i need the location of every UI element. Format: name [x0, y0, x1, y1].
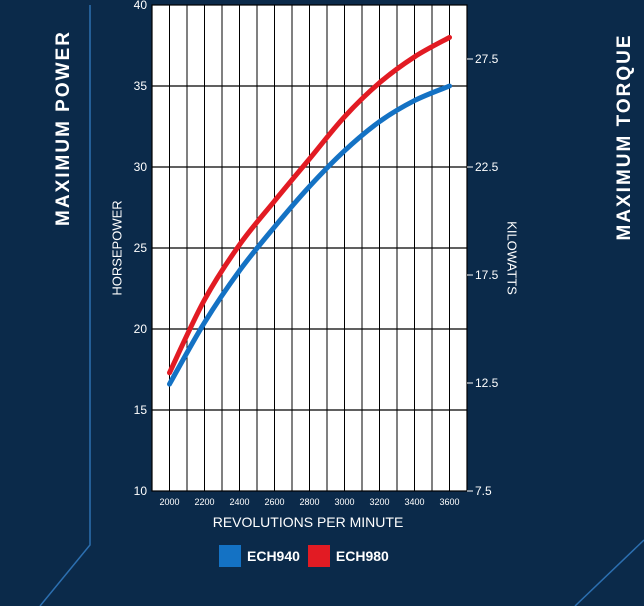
legend-label-ech980: ECH980 [335, 548, 389, 564]
y-tick-label: 30 [134, 160, 148, 174]
x-axis-label: REVOLUTIONS PER MINUTE [212, 514, 404, 530]
left-frame-line [39, 5, 91, 606]
legend-item-ech940: ECH940 [219, 545, 300, 567]
y2-tick-label: 27.5 [475, 52, 499, 66]
series-line-ech980 [167, 34, 452, 376]
chart-legend: ECH940 ECH980 [219, 545, 397, 567]
series-line-ech940 [167, 83, 452, 387]
x-tick-label: 2000 [159, 497, 179, 507]
y-tick-label: 15 [134, 403, 148, 417]
x-tick-label: 2200 [194, 497, 214, 507]
plot-border [151, 4, 468, 492]
legend-swatch-ech980 [307, 545, 330, 567]
x-tick-label: 2800 [299, 497, 319, 507]
y2-tick-label: 7.5 [475, 484, 492, 498]
x-tick-label: 2400 [229, 497, 249, 507]
y2-tick-label: 17.5 [475, 268, 499, 282]
legend-label-ech940: ECH940 [247, 548, 300, 564]
y-tick-label: 35 [134, 79, 148, 93]
y-tick-label: 10 [134, 484, 148, 498]
y-tick-label: 40 [134, 0, 148, 12]
right-frame-line [574, 539, 644, 606]
x-tick-label: 3200 [369, 497, 389, 507]
legend-item-ech980: ECH980 [307, 545, 389, 567]
y-axis-label-horsepower: HORSEPOWER [109, 200, 125, 296]
x-tick-label: 3600 [439, 497, 459, 507]
y-axis-label-kilowatts: KILOWATTS [504, 221, 520, 295]
y-tick-label: 25 [134, 241, 148, 255]
maximum-torque-title: MAXIMUM TORQUE [614, 33, 635, 241]
y2-tick-label: 12.5 [475, 376, 499, 390]
y-tick-label: 20 [134, 322, 148, 336]
x-tick-label: 3000 [334, 497, 354, 507]
maximum-power-title: MAXIMUM POWER [53, 30, 74, 226]
y2-tick-label: 22.5 [475, 160, 499, 174]
x-tick-label: 3400 [404, 497, 424, 507]
x-tick-label: 2600 [264, 497, 284, 507]
plot-area: 10 15 20 25 30 35 40 7.5 12.5 17.5 22.5 27.5 2000 220… [134, 0, 499, 507]
legend-swatch-ech940 [219, 545, 241, 567]
